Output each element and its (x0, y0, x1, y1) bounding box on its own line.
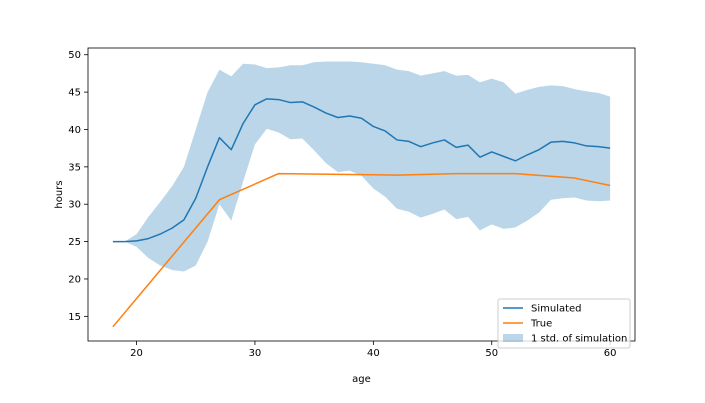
legend-true-label: True (530, 319, 552, 330)
simulated-line (112, 98, 611, 243)
std-band-layer (112, 61, 611, 272)
x-tick-label: 30 (249, 348, 262, 359)
x-tick-label: 50 (485, 348, 498, 359)
y-tick-label: 20 (68, 274, 81, 285)
std-band-area (112, 61, 611, 272)
y-tick-label: 40 (68, 125, 81, 136)
y-axis-label: hours (54, 180, 65, 208)
x-axis-label: age (352, 374, 371, 385)
legend-simulated-label: Simulated (531, 304, 582, 315)
y-tick-label: 35 (68, 162, 81, 173)
legend-band-label: 1 std. of simulation (531, 334, 627, 345)
legend-band-swatch (503, 334, 523, 342)
y-axis-ticks: 15 20 25 30 35 40 45 50 (68, 50, 88, 323)
legend-box (497, 298, 631, 349)
y-tick-label: 50 (68, 50, 81, 61)
x-tick-label: 60 (604, 348, 617, 359)
y-tick-label: 45 (68, 88, 81, 99)
true-line (112, 172, 611, 328)
legend: Simulated True 1 std. of simulation (497, 298, 631, 349)
x-tick-label: 40 (367, 348, 380, 359)
plot-frame (87, 47, 636, 342)
y-tick-label: 30 (68, 200, 81, 211)
x-tick-label: 20 (130, 348, 143, 359)
series-lines-layer (112, 98, 611, 328)
x-axis-ticks: 20 30 40 50 60 (130, 341, 617, 359)
y-tick-label: 15 (68, 312, 81, 323)
y-tick-label: 25 (68, 237, 81, 248)
